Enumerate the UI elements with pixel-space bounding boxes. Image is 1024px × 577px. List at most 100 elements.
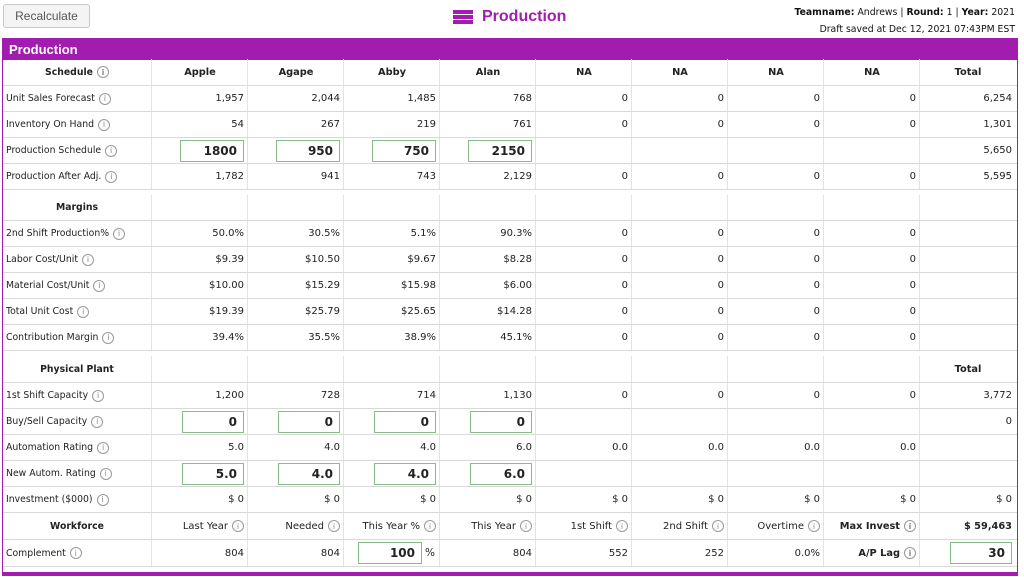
cell-value: $10.00: [209, 280, 244, 291]
info-icon[interactable]: i: [96, 66, 109, 78]
info-icon[interactable]: i: [712, 520, 724, 532]
plant-input[interactable]: 5.0: [182, 462, 244, 485]
column-divider: [151, 221, 152, 246]
info-icon[interactable]: i: [232, 520, 244, 532]
column-divider: [631, 325, 632, 350]
plant-row: Buy/Sell Capacity i 0 0 0 0 0: [3, 409, 1017, 435]
row-label: Investment ($000) i: [3, 487, 151, 512]
info-icon[interactable]: i: [808, 520, 820, 532]
column-divider: [919, 86, 920, 111]
cell-value: 0: [1005, 416, 1012, 427]
column-divider: [343, 435, 344, 460]
info-icon[interactable]: i: [97, 441, 110, 454]
cell-value: 0.0: [612, 442, 628, 453]
production-schedule-input[interactable]: 1800: [180, 139, 244, 162]
info-icon[interactable]: i: [904, 547, 916, 559]
column-divider: [247, 59, 248, 85]
column-divider: [631, 273, 632, 298]
cell-value: 0: [717, 228, 724, 239]
info-icon[interactable]: i: [105, 170, 118, 183]
production-schedule-input[interactable]: 2150: [468, 139, 532, 162]
plant-input[interactable]: 0: [182, 410, 244, 433]
info-icon[interactable]: i: [98, 92, 111, 105]
column-divider: [151, 164, 152, 189]
info-icon[interactable]: i: [113, 227, 126, 240]
row-label: Physical Plant: [3, 356, 151, 382]
column-divider: [151, 487, 152, 512]
cell-value: 5,595: [983, 171, 1012, 182]
column-divider: [535, 299, 536, 324]
cell-value: 50.0%: [212, 228, 244, 239]
column-header: Apple: [184, 66, 216, 78]
cell-value: 5,650: [983, 145, 1012, 156]
workforce-header-text: This Year: [471, 520, 516, 532]
column-divider: [727, 195, 728, 220]
page-title-area: Production: [452, 6, 566, 28]
info-icon[interactable]: i: [328, 520, 340, 532]
info-icon[interactable]: i: [91, 415, 104, 428]
workforce-header-text: Max Invest: [839, 520, 900, 532]
plant-input[interactable]: 0: [374, 410, 436, 433]
cell-value: 38.9%: [404, 332, 436, 343]
column-divider: [631, 164, 632, 189]
workforce-header-text: This Year %: [362, 520, 420, 532]
margins-row: Contribution Margin i 39.4% 35.5% 38.9% 45.1%…: [3, 325, 1017, 351]
info-icon[interactable]: i: [99, 467, 112, 480]
workforce-header-text: Overtime: [757, 520, 804, 532]
column-divider: [823, 221, 824, 246]
info-icon[interactable]: i: [424, 520, 436, 532]
info-icon[interactable]: i: [96, 493, 109, 506]
column-divider: [535, 513, 536, 539]
column-divider: [535, 325, 536, 350]
year-value: 2021: [991, 7, 1015, 18]
column-divider: [247, 325, 248, 350]
complement-row: Complement i 804 804 100% 804 552 252 0.0% A/P La…: [3, 540, 1017, 567]
info-icon[interactable]: i: [98, 118, 111, 131]
plant-input[interactable]: 0: [470, 410, 532, 433]
info-icon[interactable]: i: [904, 520, 916, 532]
plant-input[interactable]: 0: [278, 410, 340, 433]
column-divider: [919, 409, 920, 434]
row-label-text: New Autom. Rating: [6, 468, 96, 479]
column-divider: [439, 273, 440, 298]
production-schedule-input[interactable]: 750: [372, 139, 436, 162]
input-wrapper: 0: [182, 410, 244, 433]
column-divider: [919, 299, 920, 324]
column-divider: [439, 435, 440, 460]
column-divider: [535, 112, 536, 137]
cell-value: 0: [621, 306, 628, 317]
column-divider: [727, 112, 728, 137]
recalculate-button[interactable]: Recalculate: [3, 4, 90, 28]
plant-input[interactable]: 4.0: [374, 462, 436, 485]
schedule-header-row: Schedule i Apple Agape Abby Alan NA NA NA NA Total: [3, 59, 1017, 86]
cell-value: 4.0: [324, 442, 340, 453]
info-icon[interactable]: i: [77, 305, 90, 318]
column-divider: [535, 247, 536, 272]
info-icon[interactable]: i: [616, 520, 628, 532]
column-divider: [151, 435, 152, 460]
production-schedule-input[interactable]: 950: [276, 139, 340, 162]
info-icon[interactable]: i: [102, 331, 115, 344]
row-label: Production After Adj. i: [3, 164, 151, 189]
info-icon[interactable]: i: [520, 520, 532, 532]
cell-value: 941: [320, 171, 340, 182]
plant-input[interactable]: 6.0: [470, 462, 532, 485]
info-icon[interactable]: i: [92, 389, 105, 402]
column-divider: [631, 513, 632, 539]
this-year-pct-input[interactable]: 100: [358, 542, 422, 564]
panel-title: Production: [3, 39, 1017, 60]
info-icon[interactable]: i: [105, 144, 118, 157]
info-icon[interactable]: i: [93, 279, 106, 292]
ap-lag-input[interactable]: 30: [950, 542, 1012, 564]
info-icon[interactable]: i: [81, 253, 94, 266]
workforce-header: Needed i: [248, 513, 344, 539]
column-divider: [727, 247, 728, 272]
input-wrapper: 5.0: [182, 462, 244, 485]
column-header: Agape: [278, 66, 314, 78]
column-divider: [727, 409, 728, 434]
plant-input[interactable]: 4.0: [278, 462, 340, 485]
info-icon[interactable]: i: [69, 547, 82, 559]
column-divider: [151, 59, 152, 85]
complement-needed: 804: [320, 547, 340, 559]
separator: |: [955, 7, 959, 18]
